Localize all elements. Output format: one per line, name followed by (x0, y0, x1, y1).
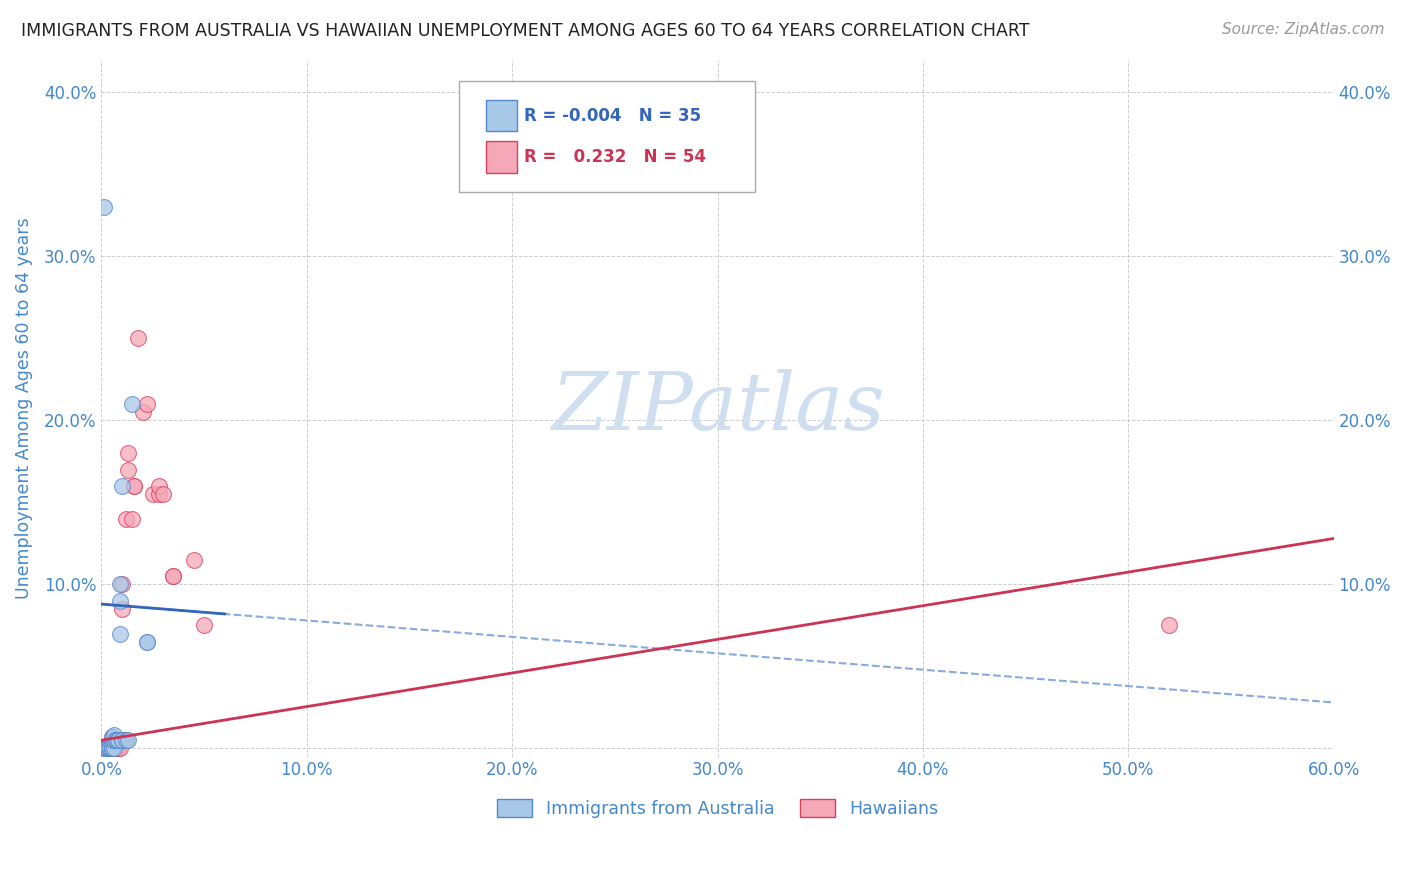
Point (98, 741, 121, 756)
Point (103, 733, 125, 747)
Point (162, 569, 184, 583)
Bar (486, 100, 517, 131)
Text: ZIPatlas: ZIPatlas (551, 369, 884, 447)
Point (108, 733, 131, 747)
Point (100, 730, 122, 744)
Point (124, 479, 146, 493)
Point (100, 733, 122, 747)
Point (98, 741, 121, 756)
Point (93, 741, 115, 756)
Point (152, 487, 174, 501)
Point (1159, 618, 1181, 632)
Point (111, 733, 134, 747)
Point (104, 733, 127, 747)
Point (97, 741, 120, 756)
Point (100, 741, 122, 756)
Point (100, 733, 122, 747)
Legend: Immigrants from Australia, Hawaiians: Immigrants from Australia, Hawaiians (491, 792, 945, 824)
Point (148, 479, 170, 493)
Text: R =   0.232   N = 54: R = 0.232 N = 54 (524, 148, 706, 166)
Point (100, 741, 122, 756)
Point (111, 602, 134, 616)
Point (117, 462, 139, 476)
Point (103, 741, 125, 756)
Point (97, 741, 120, 756)
Text: IMMIGRANTS FROM AUSTRALIA VS HAWAIIAN UNEMPLOYMENT AMONG AGES 60 TO 64 YEARS COR: IMMIGRANTS FROM AUSTRALIA VS HAWAIIAN UN… (21, 22, 1029, 40)
Point (103, 733, 125, 747)
Point (135, 635, 157, 649)
Point (135, 635, 157, 649)
Point (103, 733, 125, 747)
Point (104, 733, 127, 747)
Point (98, 741, 121, 756)
Point (112, 733, 135, 747)
Point (127, 331, 149, 345)
Point (100, 741, 122, 756)
Point (100, 741, 122, 756)
Point (124, 479, 146, 493)
FancyBboxPatch shape (458, 80, 755, 192)
Point (104, 741, 127, 756)
Point (107, 741, 129, 756)
Y-axis label: Unemployment Among Ages 60 to 64 years: Unemployment Among Ages 60 to 64 years (15, 218, 32, 599)
Point (162, 569, 184, 583)
Point (100, 741, 122, 756)
Point (115, 733, 138, 747)
Text: R = -0.004   N = 35: R = -0.004 N = 35 (524, 107, 702, 125)
Point (100, 741, 122, 756)
Point (117, 446, 139, 460)
Text: Source: ZipAtlas.com: Source: ZipAtlas.com (1222, 22, 1385, 37)
Point (98, 741, 121, 756)
Point (100, 741, 122, 756)
Point (100, 741, 122, 756)
Point (111, 733, 134, 747)
Point (183, 553, 205, 567)
Point (108, 577, 131, 591)
Bar (486, 141, 517, 172)
Point (107, 733, 129, 747)
Point (108, 741, 131, 756)
Point (104, 741, 127, 756)
Point (148, 487, 170, 501)
Point (142, 487, 165, 501)
Point (94, 741, 117, 756)
Point (121, 512, 143, 526)
Point (98, 741, 121, 756)
Point (100, 733, 122, 747)
Point (115, 512, 138, 526)
Point (100, 733, 122, 747)
Point (100, 741, 122, 756)
Point (117, 733, 139, 747)
Point (104, 733, 127, 747)
Point (107, 733, 129, 747)
Point (104, 733, 127, 747)
Point (107, 733, 129, 747)
Point (100, 730, 122, 744)
Point (97, 741, 120, 756)
Point (103, 741, 125, 756)
Point (107, 733, 129, 747)
Point (108, 626, 131, 640)
Point (103, 728, 125, 742)
Point (98, 741, 121, 756)
Point (111, 733, 134, 747)
Point (135, 397, 157, 411)
Point (193, 618, 215, 632)
Point (108, 733, 131, 747)
Point (108, 594, 131, 608)
Point (100, 733, 122, 747)
Point (111, 733, 134, 747)
Point (115, 733, 138, 747)
Point (93, 741, 115, 756)
Point (94, 741, 117, 756)
Point (97, 741, 120, 756)
Point (107, 733, 129, 747)
Point (121, 397, 143, 411)
Point (103, 741, 125, 756)
Point (94, 741, 117, 756)
Point (93, 200, 115, 214)
Point (111, 577, 134, 591)
Point (111, 479, 134, 493)
Point (131, 405, 153, 419)
